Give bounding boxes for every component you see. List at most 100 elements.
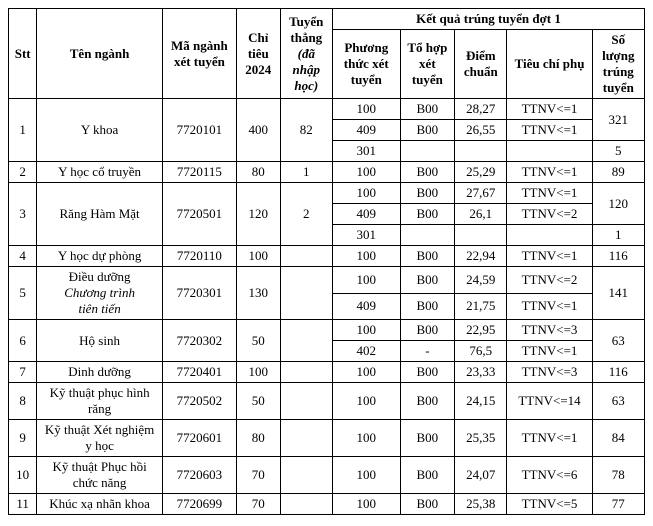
- name-l3: tiên tiến: [78, 301, 120, 316]
- cell-th: [400, 225, 455, 246]
- h-quota: Chỉ tiêu 2024: [236, 9, 280, 99]
- admission-table: Stt Tên ngành Mã ngành xét tuyển Chỉ tiê…: [8, 8, 645, 515]
- cell-pt: 301: [332, 225, 400, 246]
- cell-crit: TTNV<=1: [507, 420, 592, 457]
- cell-tt: 2: [280, 183, 332, 246]
- cell-crit: TTNV<=1: [507, 99, 592, 120]
- cell-pt: 100: [332, 362, 400, 383]
- cell-score: 24,59: [455, 267, 507, 294]
- cell-code: 7720501: [162, 183, 236, 246]
- cell-score: [455, 225, 507, 246]
- cell-tt: [280, 246, 332, 267]
- cell-crit: TTNV<=1: [507, 341, 592, 362]
- cell-pt: 402: [332, 341, 400, 362]
- h-tt-main: Tuyển thẳng: [289, 14, 323, 45]
- cell-pt: 100: [332, 457, 400, 494]
- table-row: 2 Y học cổ truyền 7720115 80 1 100 B00 2…: [9, 162, 645, 183]
- cell-stt: 9: [9, 420, 37, 457]
- cell-code: 7720301: [162, 267, 236, 320]
- cell-stt: 8: [9, 383, 37, 420]
- cell-name: Điều dưỡng Chương trình tiên tiến: [37, 267, 162, 320]
- cell-th: B00: [400, 293, 455, 320]
- cell-name: Kỹ thuật Phục hồi chức năng: [37, 457, 162, 494]
- table-row: 11 Khúc xạ nhãn khoa 7720699 70 100 B00 …: [9, 494, 645, 515]
- cell-pt: 100: [332, 246, 400, 267]
- cell-pt: 100: [332, 267, 400, 294]
- cell-quota: 70: [236, 494, 280, 515]
- cell-name: Dinh dưỡng: [37, 362, 162, 383]
- cell-th: B00: [400, 420, 455, 457]
- cell-tt: [280, 362, 332, 383]
- name-l1: Điều dưỡng: [69, 269, 131, 284]
- cell-name: Y học cổ truyền: [37, 162, 162, 183]
- cell-name: Y học dự phòng: [37, 246, 162, 267]
- cell-crit: [507, 141, 592, 162]
- cell-score: 24,07: [455, 457, 507, 494]
- cell-pt: 100: [332, 183, 400, 204]
- cell-stt: 2: [9, 162, 37, 183]
- cell-name: Y khoa: [37, 99, 162, 162]
- cell-name: Kỹ thuật phục hình răng: [37, 383, 162, 420]
- cell-cnt: 78: [592, 457, 644, 494]
- cell-crit: TTNV<=1: [507, 246, 592, 267]
- cell-score: 26,1: [455, 204, 507, 225]
- cell-crit: [507, 225, 592, 246]
- cell-crit: TTNV<=5: [507, 494, 592, 515]
- cell-th: B00: [400, 120, 455, 141]
- cell-quota: 120: [236, 183, 280, 246]
- cell-pt: 100: [332, 320, 400, 341]
- cell-crit: TTNV<=1: [507, 293, 592, 320]
- cell-name: Hộ sinh: [37, 320, 162, 362]
- table-row: 3 Răng Hàm Mặt 7720501 120 2 100 B00 27,…: [9, 183, 645, 204]
- h-kq-group: Kết quả trúng tuyển đợt 1: [332, 9, 644, 30]
- cell-crit: TTNV<=1: [507, 162, 592, 183]
- cell-quota: 100: [236, 362, 280, 383]
- table-row: 4 Y học dự phòng 7720110 100 100 B00 22,…: [9, 246, 645, 267]
- cell-pt: 409: [332, 120, 400, 141]
- cell-th: B00: [400, 494, 455, 515]
- table-row: 9 Kỹ thuật Xét nghiệm y học 7720601 80 1…: [9, 420, 645, 457]
- cell-th: B00: [400, 99, 455, 120]
- h-code: Mã ngành xét tuyển: [162, 9, 236, 99]
- cell-stt: 4: [9, 246, 37, 267]
- cell-quota: 80: [236, 420, 280, 457]
- h-name: Tên ngành: [37, 9, 162, 99]
- cell-quota: 50: [236, 383, 280, 420]
- cell-stt: 11: [9, 494, 37, 515]
- cell-cnt: 141: [592, 267, 644, 320]
- cell-stt: 6: [9, 320, 37, 362]
- cell-th: B00: [400, 204, 455, 225]
- h-score: Điểm chuẩn: [455, 30, 507, 99]
- cell-tt: 1: [280, 162, 332, 183]
- cell-th: B00: [400, 267, 455, 294]
- cell-th: -: [400, 341, 455, 362]
- cell-code: 7720302: [162, 320, 236, 362]
- cell-code: 7720115: [162, 162, 236, 183]
- cell-crit: TTNV<=2: [507, 204, 592, 225]
- cell-quota: 100: [236, 246, 280, 267]
- header-row-1: Stt Tên ngành Mã ngành xét tuyển Chỉ tiê…: [9, 9, 645, 30]
- cell-stt: 1: [9, 99, 37, 162]
- cell-code: 7720110: [162, 246, 236, 267]
- cell-quota: 80: [236, 162, 280, 183]
- cell-stt: 5: [9, 267, 37, 320]
- name-l2: Chương trình: [64, 285, 135, 300]
- cell-name: Khúc xạ nhãn khoa: [37, 494, 162, 515]
- cell-code: 7720401: [162, 362, 236, 383]
- cell-score: 26,55: [455, 120, 507, 141]
- table-row: 5 Điều dưỡng Chương trình tiên tiến 7720…: [9, 267, 645, 294]
- cell-cnt: 77: [592, 494, 644, 515]
- h-tt-sub: (đã nhập học): [293, 46, 320, 93]
- h-tt: Tuyển thẳng (đã nhập học): [280, 9, 332, 99]
- cell-quota: 70: [236, 457, 280, 494]
- cell-crit: TTNV<=1: [507, 120, 592, 141]
- cell-score: 27,67: [455, 183, 507, 204]
- cell-pt: 409: [332, 204, 400, 225]
- cell-name: Kỹ thuật Xét nghiệm y học: [37, 420, 162, 457]
- cell-code: 7720603: [162, 457, 236, 494]
- cell-th: B00: [400, 246, 455, 267]
- cell-pt: 100: [332, 420, 400, 457]
- cell-crit: TTNV<=2: [507, 267, 592, 294]
- table-row: 7 Dinh dưỡng 7720401 100 100 B00 23,33 T…: [9, 362, 645, 383]
- cell-stt: 7: [9, 362, 37, 383]
